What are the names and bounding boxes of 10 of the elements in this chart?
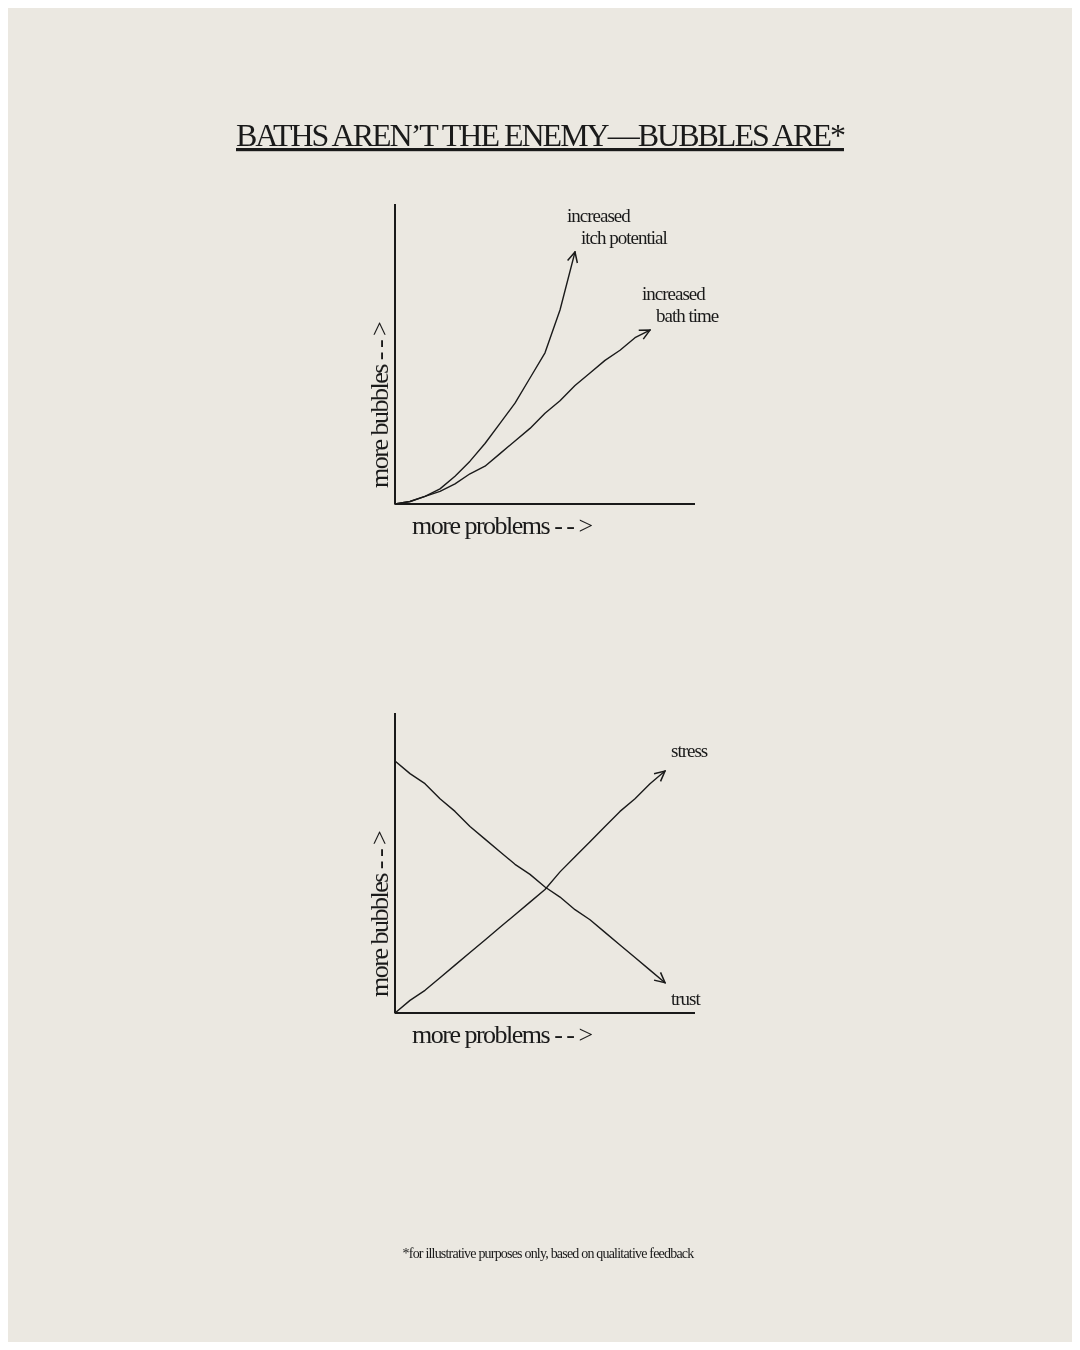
x-axis-title: more problems - - >	[412, 1020, 593, 1049]
y-axis-title: more bubbles - - >	[365, 321, 394, 488]
text: *for illustrative purposes only, based on qualitative feedback	[402, 1246, 695, 1261]
series-label: increased itch potential	[567, 205, 668, 248]
chart-title: BATHS AREN’T THE ENEMY—BUBBLES ARE*	[236, 117, 845, 153]
series-label: increased bath time	[642, 283, 719, 327]
x-axis-title: more problems - - >	[412, 511, 593, 540]
series-label: stress	[671, 740, 708, 762]
series-label: trust	[671, 987, 702, 1009]
y-axis-title: more bubbles - - >	[365, 830, 394, 997]
